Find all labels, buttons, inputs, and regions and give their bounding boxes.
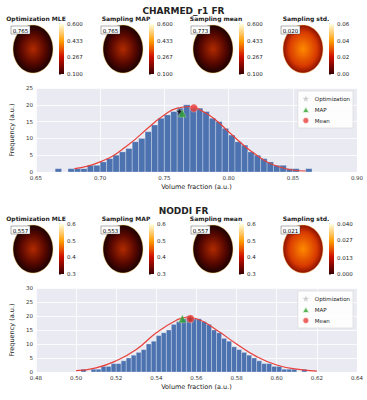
svg-text:Sampling mean: Sampling mean bbox=[190, 15, 242, 23]
svg-text:0.5: 0.5 bbox=[157, 238, 166, 244]
svg-text:0.3: 0.3 bbox=[67, 271, 76, 277]
svg-text:0.70: 0.70 bbox=[94, 175, 107, 181]
svg-text:Optimization: Optimization bbox=[315, 296, 351, 303]
svg-text:Mean: Mean bbox=[315, 118, 330, 124]
svg-text:0.6: 0.6 bbox=[157, 221, 166, 227]
svg-text:0.02: 0.02 bbox=[337, 54, 349, 60]
svg-text:15: 15 bbox=[26, 119, 33, 125]
svg-text:0.100: 0.100 bbox=[157, 71, 173, 77]
svg-text:0.3: 0.3 bbox=[247, 271, 256, 277]
svg-text:0.765: 0.765 bbox=[103, 28, 119, 34]
svg-text:0.773: 0.773 bbox=[193, 28, 209, 34]
svg-text:Frequency (a.u.): Frequency (a.u.) bbox=[8, 304, 16, 357]
svg-text:MAP: MAP bbox=[315, 307, 328, 313]
svg-text:0.433: 0.433 bbox=[157, 38, 173, 44]
svg-text:0.56: 0.56 bbox=[190, 375, 203, 381]
svg-text:0.80: 0.80 bbox=[222, 175, 235, 181]
svg-text:0.553: 0.553 bbox=[103, 228, 119, 234]
svg-text:30: 30 bbox=[26, 285, 33, 291]
svg-text:0.5: 0.5 bbox=[247, 238, 256, 244]
svg-text:5: 5 bbox=[29, 355, 33, 361]
svg-text:0.100: 0.100 bbox=[247, 71, 263, 77]
svg-text:Sampling MAP: Sampling MAP bbox=[102, 215, 151, 223]
svg-text:0.000: 0.000 bbox=[337, 271, 353, 277]
svg-text:0.020: 0.020 bbox=[283, 28, 299, 34]
svg-text:0.85: 0.85 bbox=[287, 175, 300, 181]
svg-text:Volume fraction (a.u.): Volume fraction (a.u.) bbox=[161, 183, 232, 191]
svg-text:0.433: 0.433 bbox=[67, 38, 83, 44]
svg-text:0.765: 0.765 bbox=[13, 28, 29, 34]
svg-text:0.65: 0.65 bbox=[30, 175, 43, 181]
svg-text:25: 25 bbox=[26, 299, 33, 305]
svg-text:Sampling std.: Sampling std. bbox=[283, 15, 330, 23]
svg-text:0.600: 0.600 bbox=[157, 21, 173, 27]
svg-text:Optimization MLE: Optimization MLE bbox=[6, 15, 65, 23]
svg-text:0.433: 0.433 bbox=[247, 38, 263, 44]
svg-text:Sampling MAP: Sampling MAP bbox=[102, 15, 151, 23]
svg-text:0.06: 0.06 bbox=[337, 21, 350, 27]
svg-text:0.48: 0.48 bbox=[30, 375, 43, 381]
svg-text:Optimization MLE: Optimization MLE bbox=[6, 215, 65, 223]
svg-text:0.021: 0.021 bbox=[283, 228, 299, 234]
svg-text:0.6: 0.6 bbox=[67, 221, 76, 227]
svg-text:Sampling mean: Sampling mean bbox=[190, 215, 242, 223]
svg-text:0.027: 0.027 bbox=[337, 237, 353, 243]
svg-text:NODDI FR: NODDI FR bbox=[159, 206, 209, 216]
svg-text:0.58: 0.58 bbox=[230, 375, 243, 381]
svg-text:Optimization: Optimization bbox=[315, 96, 351, 103]
svg-text:20: 20 bbox=[26, 313, 33, 319]
svg-text:0.267: 0.267 bbox=[247, 54, 263, 60]
svg-text:0.00: 0.00 bbox=[337, 71, 350, 77]
svg-text:0.600: 0.600 bbox=[67, 21, 83, 27]
svg-text:0.557: 0.557 bbox=[193, 228, 209, 234]
svg-text:0.04: 0.04 bbox=[337, 38, 350, 44]
svg-text:0.5: 0.5 bbox=[67, 238, 76, 244]
svg-text:MAP: MAP bbox=[315, 107, 328, 113]
svg-text:0.4: 0.4 bbox=[247, 254, 256, 260]
svg-text:0.60: 0.60 bbox=[271, 375, 284, 381]
svg-text:Sampling std.: Sampling std. bbox=[283, 215, 330, 223]
svg-text:Volume fraction (a.u.): Volume fraction (a.u.) bbox=[161, 383, 232, 391]
svg-text:0: 0 bbox=[29, 369, 33, 375]
svg-text:0.52: 0.52 bbox=[110, 375, 122, 381]
svg-text:0.557: 0.557 bbox=[13, 228, 29, 234]
svg-text:0.100: 0.100 bbox=[67, 71, 83, 77]
svg-text:0.50: 0.50 bbox=[70, 375, 83, 381]
svg-text:0.75: 0.75 bbox=[158, 175, 171, 181]
svg-text:0.013: 0.013 bbox=[337, 255, 353, 261]
svg-text:5: 5 bbox=[29, 152, 33, 158]
svg-text:0.3: 0.3 bbox=[157, 271, 166, 277]
svg-text:25: 25 bbox=[26, 85, 33, 91]
svg-text:10: 10 bbox=[26, 341, 33, 347]
svg-text:Frequency (a.u.): Frequency (a.u.) bbox=[8, 104, 16, 157]
svg-text:10: 10 bbox=[26, 135, 33, 141]
svg-text:0.6: 0.6 bbox=[247, 221, 256, 227]
svg-text:CHARMED_r1 FR: CHARMED_r1 FR bbox=[142, 6, 224, 16]
svg-text:0.4: 0.4 bbox=[67, 254, 76, 260]
svg-text:20: 20 bbox=[26, 102, 33, 108]
svg-text:0.54: 0.54 bbox=[150, 375, 163, 381]
svg-text:0: 0 bbox=[29, 169, 33, 175]
svg-text:0.62: 0.62 bbox=[311, 375, 323, 381]
svg-text:0.600: 0.600 bbox=[247, 21, 263, 27]
svg-text:0.64: 0.64 bbox=[351, 375, 364, 381]
svg-text:0.040: 0.040 bbox=[337, 221, 353, 227]
svg-text:0.267: 0.267 bbox=[157, 54, 173, 60]
svg-text:15: 15 bbox=[26, 327, 33, 333]
svg-text:0.267: 0.267 bbox=[67, 54, 83, 60]
svg-text:Mean: Mean bbox=[315, 318, 330, 324]
svg-text:0.4: 0.4 bbox=[157, 254, 166, 260]
svg-text:0.90: 0.90 bbox=[351, 175, 364, 181]
